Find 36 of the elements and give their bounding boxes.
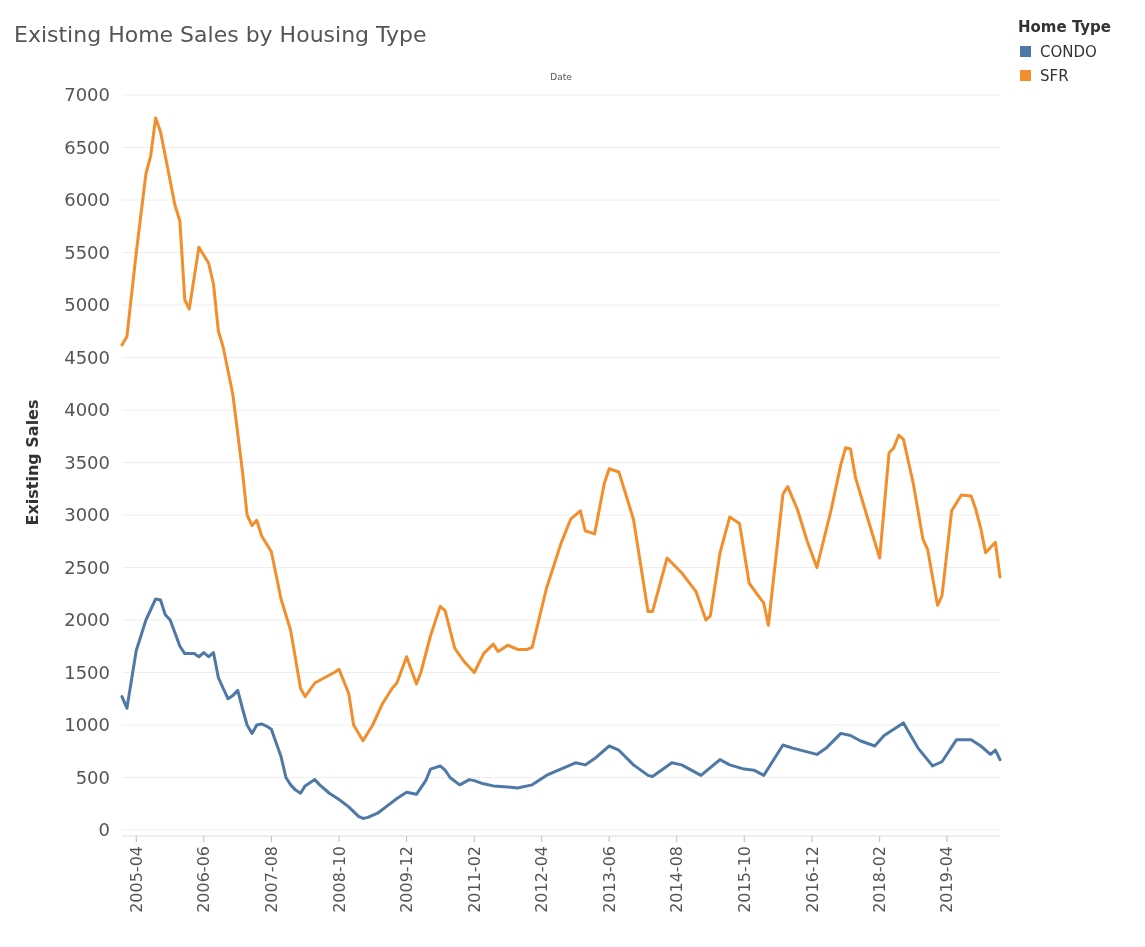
chart-title: Existing Home Sales by Housing Type xyxy=(14,22,427,47)
y-tick-label: 500 xyxy=(75,766,110,788)
x-tick-label: 2006-06 xyxy=(194,846,214,913)
x-tick-label: 2007-08 xyxy=(261,846,281,913)
legend-label: SFR xyxy=(1040,67,1069,86)
y-tick-label: 5000 xyxy=(64,294,110,316)
y-tick-label: 1000 xyxy=(64,714,110,736)
line-series xyxy=(120,116,1002,743)
x-tick-label: 2018-02 xyxy=(870,846,890,913)
x-tick-label: 2008-10 xyxy=(329,846,349,913)
y-tick-label: 3000 xyxy=(64,504,110,526)
x-tick-label: 2005-04 xyxy=(126,846,146,913)
y-tick-label: 2000 xyxy=(64,609,110,631)
x-axis-title: Date xyxy=(550,72,573,82)
x-tick-label: 2013-06 xyxy=(599,846,619,913)
y-tick-label: 4000 xyxy=(64,399,110,421)
y-tick-label: 6000 xyxy=(64,189,110,211)
y-tick-label: 5500 xyxy=(64,241,110,263)
x-tick-label: 2015-10 xyxy=(734,846,754,913)
x-tick-label: 2014-08 xyxy=(667,846,687,913)
y-tick-label: 3500 xyxy=(64,451,110,473)
y-tick-label: 7000 xyxy=(64,84,110,106)
x-tick-label: 2009-12 xyxy=(397,846,417,913)
y-tick-label: 0 xyxy=(98,819,110,841)
y-tick-label: 6500 xyxy=(64,136,110,158)
x-tick-label: 2019-04 xyxy=(937,846,957,913)
x-tick-label: 2012-04 xyxy=(532,846,552,913)
y-tick-label: 2500 xyxy=(64,556,110,578)
line-series xyxy=(120,597,1002,820)
legend-title: Home Type xyxy=(1018,18,1112,36)
y-tick-label: 1500 xyxy=(64,661,110,683)
x-tick-label: 2011-02 xyxy=(464,846,484,913)
y-tick-label: 4500 xyxy=(64,346,110,368)
x-tick-label: 2016-12 xyxy=(802,846,822,913)
legend-label: CONDO xyxy=(1040,43,1097,62)
y-axis-title: Existing Sales xyxy=(23,399,42,526)
